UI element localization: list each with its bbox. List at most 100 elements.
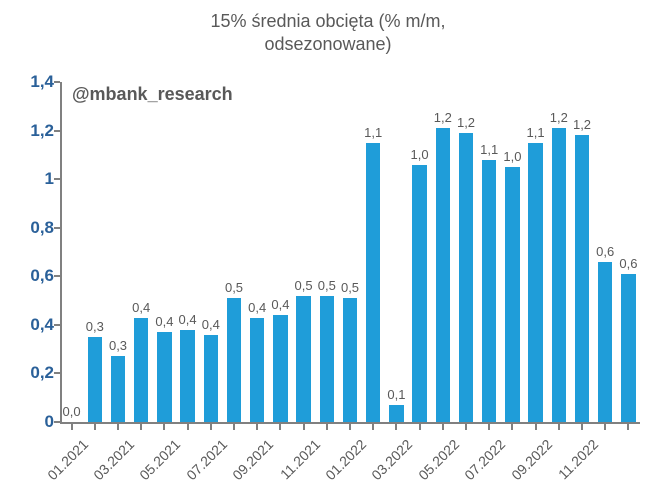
x-axis-label: 03.2022 [362,436,416,490]
bar [204,335,218,422]
data-label: 0,5 [295,278,313,293]
data-label: 1,2 [457,115,475,130]
x-axis-label: 01.2022 [316,436,370,490]
x-tick [465,424,467,430]
data-label: 0,5 [318,278,336,293]
plot-area [60,82,640,422]
bar [250,318,264,422]
bar [621,274,635,422]
bar [389,405,403,422]
data-label: 0,0 [63,404,81,419]
data-label: 1,1 [480,142,498,157]
data-label: 1,2 [550,110,568,125]
data-label: 0,4 [202,317,220,332]
bar [320,296,334,422]
bar [227,298,241,422]
x-tick [163,424,165,430]
x-tick [256,424,258,430]
x-tick [303,424,305,430]
data-label: 0,1 [387,387,405,402]
bar [273,315,287,422]
y-tick [54,372,60,374]
data-label: 0,4 [155,314,173,329]
x-tick [326,424,328,430]
y-axis-label: 0,2 [30,363,54,383]
bar [88,337,102,422]
y-axis-label: 0,6 [30,266,54,286]
bar [598,262,612,422]
x-axis-label: 03.2021 [84,436,138,490]
data-label: 0,4 [132,300,150,315]
y-tick [54,130,60,132]
x-tick [140,424,142,430]
x-tick [233,424,235,430]
x-axis-label: 05.2022 [408,436,462,490]
x-axis-label: 11.2021 [269,436,323,490]
data-label: 0,4 [248,300,266,315]
x-tick [372,424,374,430]
x-tick [349,424,351,430]
x-tick [419,424,421,430]
x-tick [187,424,189,430]
data-label: 0,4 [271,297,289,312]
x-axis-label: 05.2021 [130,436,184,490]
x-tick [488,424,490,430]
y-tick [54,275,60,277]
chart-title: 15% średnia obcięta (% m/m, odsezonowane… [0,0,656,65]
x-tick [117,424,119,430]
title-line-2: odsezonowane) [264,34,391,54]
y-tick [54,421,60,423]
data-label: 1,1 [527,125,545,140]
y-tick [54,324,60,326]
y-tick [54,178,60,180]
x-tick [210,424,212,430]
data-label: 0,5 [341,280,359,295]
data-label: 0,3 [109,338,127,353]
bar [111,356,125,422]
data-label: 0,6 [596,244,614,259]
data-label: 1,1 [364,125,382,140]
bar [552,128,566,422]
data-label: 1,0 [503,149,521,164]
x-tick [604,424,606,430]
bar [505,167,519,422]
x-tick [71,424,73,430]
x-tick [279,424,281,430]
data-label: 0,4 [179,312,197,327]
chart-container: 15% średnia obcięta (% m/m, odsezonowane… [0,0,656,503]
x-tick [395,424,397,430]
x-tick [442,424,444,430]
x-tick [511,424,513,430]
bar [366,143,380,422]
bar [436,128,450,422]
x-axis-label: 01.2021 [37,436,91,490]
bar [459,133,473,422]
data-label: 1,0 [411,147,429,162]
x-tick [94,424,96,430]
bar [482,160,496,422]
bar [575,135,589,422]
x-tick [581,424,583,430]
bar [157,332,171,422]
y-tick [54,81,60,83]
y-axis-label: 0 [45,412,54,432]
bar [343,298,357,422]
bar [180,330,194,422]
x-axis-label: 07.2022 [455,436,509,490]
bar [412,165,426,422]
bar [134,318,148,422]
x-tick [558,424,560,430]
data-label: 0,3 [86,319,104,334]
y-axis-label: 1 [45,169,54,189]
x-axis-label: 07.2021 [176,436,230,490]
x-axis-label: 11.2022 [548,436,602,490]
title-line-1: 15% średnia obcięta (% m/m, [210,11,445,31]
y-axis-label: 1,2 [30,121,54,141]
data-label: 1,2 [573,117,591,132]
x-axis-label: 09.2022 [501,436,555,490]
data-label: 0,5 [225,280,243,295]
y-tick [54,227,60,229]
x-axis-label: 09.2021 [223,436,277,490]
bar [528,143,542,422]
data-label: 1,2 [434,110,452,125]
